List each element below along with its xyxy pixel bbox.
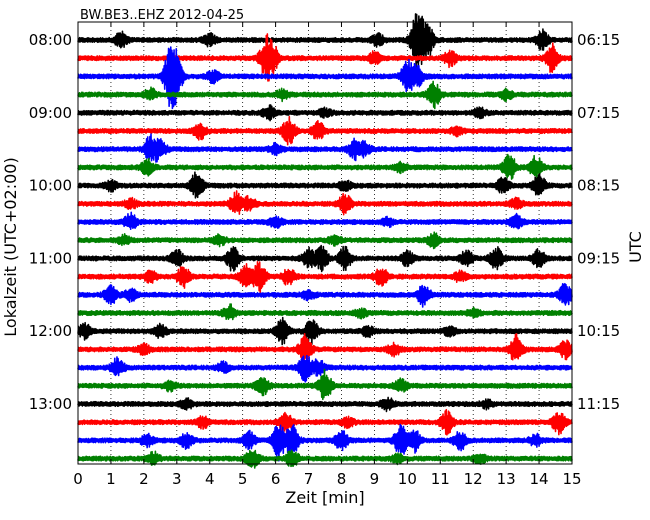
x-tick-label: 4 [205,470,215,488]
trace-1015 [77,190,573,216]
axis-ticks: 0 1 2 3 4 5 6 7 8 9 10 11 12 13 14 1508:0009:0010:0011:… [29,22,620,488]
seismogram-traces [77,13,573,469]
trace-1000 [77,171,573,199]
trace-1115 [77,260,573,294]
trace-1030 [77,211,573,230]
x-axis-label: Zeit [min] [285,488,364,507]
trace-1245 [77,368,573,401]
trace-1300 [77,396,573,413]
y-tick-label-left: 11:00 [29,249,72,267]
trace-0915 [77,115,573,146]
y-tick-label-left: 12:00 [29,322,72,340]
trace-1045 [77,231,573,250]
trace-1130 [77,282,573,308]
y-tick-label-left: 13:00 [29,395,72,413]
trace-0800 [77,13,573,71]
trace-0830 [77,46,573,110]
x-tick-label: 0 [73,470,83,488]
y-tick-label-left: 08:00 [29,31,72,49]
trace-1315 [77,408,573,436]
y-tick-label-right: 10:15 [577,322,620,340]
x-tick-label: 14 [530,470,549,488]
x-tick-label: 10 [398,470,417,488]
plot-frame [77,21,573,465]
chart-title: BW.BE3..EHZ 2012-04-25 [80,8,244,23]
y-tick-label-left: 09:00 [29,104,72,122]
trace-0815 [77,33,573,82]
trace-1215 [77,332,573,362]
y-axis-label-left: Lokalzeit (UTC+02:00) [1,157,20,336]
x-tick-label: 5 [238,470,248,488]
x-tick-label: 12 [464,470,483,488]
x-tick-label: 9 [370,470,380,488]
y-tick-label-right: 07:15 [577,104,620,122]
trace-0900 [77,104,573,122]
y-axis-label-right: UTC [626,231,645,263]
x-tick-label: 1 [106,470,116,488]
trace-0845 [77,80,573,110]
trace-1345 [77,449,573,469]
y-tick-label-right: 09:15 [577,249,620,267]
x-tick-label: 15 [562,470,581,488]
trace-1200 [77,316,573,346]
trace-1145 [77,303,573,321]
x-tick-label: 7 [304,470,314,488]
trace-0930 [77,133,573,163]
x-tick-label: 2 [139,470,149,488]
y-tick-label-right: 08:15 [577,177,620,195]
y-tick-label-right: 06:15 [577,31,620,49]
y-tick-label-left: 10:00 [29,177,72,195]
x-tick-label: 6 [271,470,281,488]
x-tick-label: 8 [337,470,347,488]
trace-1100 [77,244,573,273]
x-tick-label: 3 [172,470,182,488]
x-tick-label: 11 [431,470,450,488]
y-tick-label-right: 11:15 [577,395,620,413]
x-tick-label: 13 [497,470,516,488]
trace-0945 [77,153,573,180]
trace-1330 [77,423,573,462]
